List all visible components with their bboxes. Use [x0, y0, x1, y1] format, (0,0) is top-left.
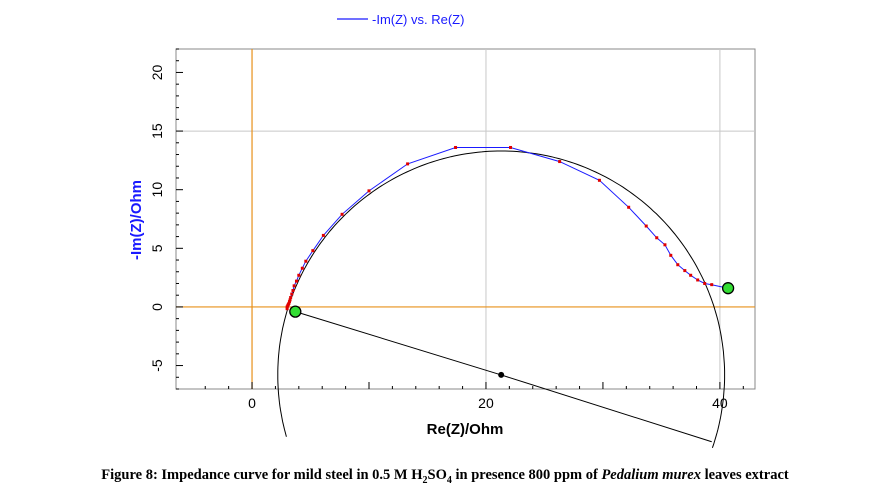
fit-center-point: [498, 371, 505, 378]
data-point: [287, 300, 291, 304]
fit-circle-group: [277, 150, 726, 448]
y-tick-label: 20: [149, 64, 165, 80]
data-point: [290, 292, 294, 296]
caption-prefix: Figure 8: Impedance curve for mild steel…: [101, 467, 423, 483]
data-point: [558, 160, 562, 164]
y-tick-label: 15: [149, 123, 165, 139]
data-point: [285, 307, 289, 311]
data-point: [406, 162, 410, 166]
data-point: [340, 212, 344, 216]
data-point: [683, 269, 687, 273]
data-point: [291, 289, 295, 293]
y-tick-label: 5: [149, 244, 165, 252]
data-point: [703, 281, 707, 285]
data-series: [285, 145, 735, 318]
x-axis-title: Re(Z)/Ohm: [427, 421, 504, 438]
data-point: [663, 243, 667, 247]
zero-axes: [176, 49, 755, 389]
x-tick-label: 0: [248, 395, 256, 411]
data-point: [289, 296, 293, 300]
data-point: [304, 259, 308, 263]
tick-labels: 0 20 40 -5 0 5 10 15 20: [149, 64, 728, 411]
data-point: [689, 273, 693, 277]
data-point: [367, 189, 371, 193]
data-point: [292, 284, 296, 288]
data-point: [321, 233, 325, 237]
data-point: [627, 205, 631, 209]
axis-ticks: [176, 48, 744, 390]
caption-so: SO: [427, 467, 447, 483]
caption-sub-2: 2: [422, 474, 428, 486]
data-point: [294, 279, 298, 283]
series-line-0: [286, 147, 729, 309]
legend: -Im(Z) vs. Re(Z): [337, 12, 464, 27]
end-marker-0: [289, 305, 302, 318]
data-point: [311, 249, 315, 253]
data-point: [509, 145, 513, 149]
grid-lines: [176, 49, 755, 389]
data-point: [644, 224, 648, 228]
end-marker-1: [721, 282, 735, 295]
figure-caption: Figure 8: Impedance curve for mild steel…: [0, 467, 890, 486]
caption-suffix: leaves extract: [700, 467, 789, 483]
data-point: [696, 278, 700, 282]
y-axis-title: -Im(Z)/Ohm: [128, 180, 145, 260]
legend-label: -Im(Z) vs. Re(Z): [372, 12, 464, 27]
data-point: [288, 298, 292, 302]
caption-sub-4: 4: [446, 474, 452, 486]
x-tick-label: 40: [712, 395, 728, 411]
data-point: [669, 253, 673, 257]
caption-rest: in presence 800 ppm of: [451, 467, 602, 483]
fit-arc: [277, 150, 726, 448]
data-point: [285, 305, 289, 309]
data-point: [454, 145, 458, 149]
x-tick-label: 20: [478, 395, 494, 411]
data-point: [297, 273, 301, 277]
data-point: [300, 266, 304, 270]
caption-species: Pedalium murex: [601, 467, 701, 483]
plot-frame: [175, 48, 756, 390]
data-point: [655, 236, 659, 240]
data-point: [710, 283, 714, 287]
y-tick-label: 0: [149, 303, 165, 311]
y-tick-label: 10: [149, 182, 165, 198]
data-point: [676, 263, 680, 267]
data-point: [597, 178, 601, 182]
y-tick-label: -5: [149, 359, 165, 372]
